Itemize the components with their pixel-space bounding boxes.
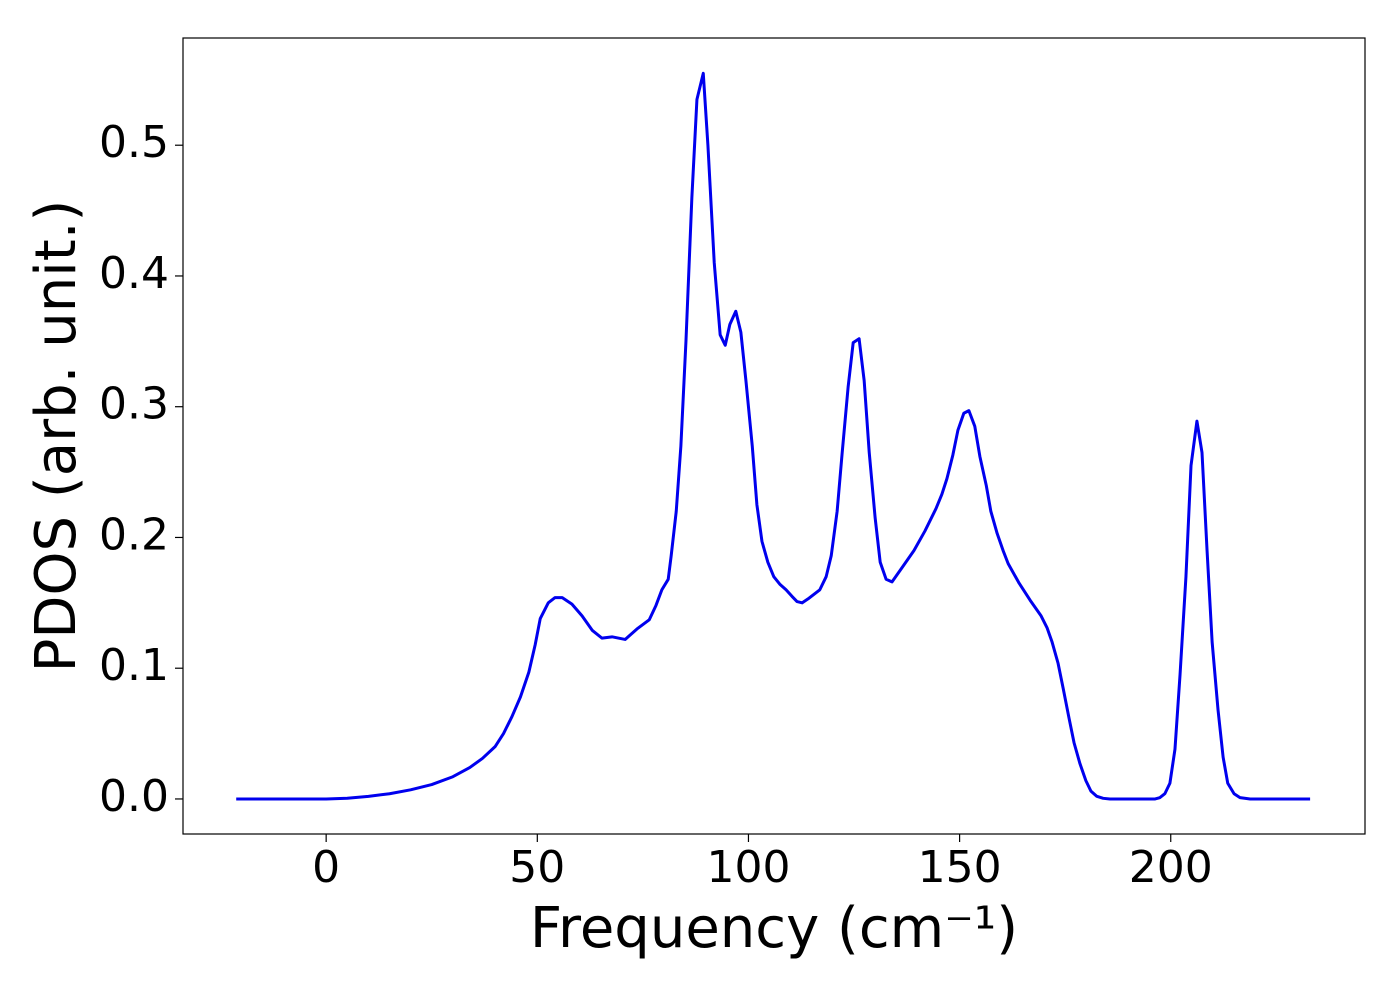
y-tick-label: 0.3 (99, 379, 169, 430)
x-axis-label: Frequency (cm⁻¹) (530, 896, 1018, 961)
y-axis-label: PDOS (arb. unit.) (24, 200, 89, 673)
x-tick-label: 50 (509, 842, 565, 893)
y-tick-label: 0.0 (99, 771, 169, 822)
y-tick-label: 0.4 (99, 248, 169, 299)
data-line (236, 71, 1311, 801)
y-tick-label: 0.2 (99, 509, 169, 560)
x-tick-label: 0 (312, 842, 340, 893)
plot-frame (182, 37, 1366, 835)
x-tick-label: 100 (706, 842, 790, 893)
x-tick-label: 200 (1129, 842, 1213, 893)
y-tick-label: 0.1 (99, 640, 169, 691)
x-tick-label: 150 (918, 842, 1002, 893)
y-tick-label: 0.5 (99, 117, 169, 168)
